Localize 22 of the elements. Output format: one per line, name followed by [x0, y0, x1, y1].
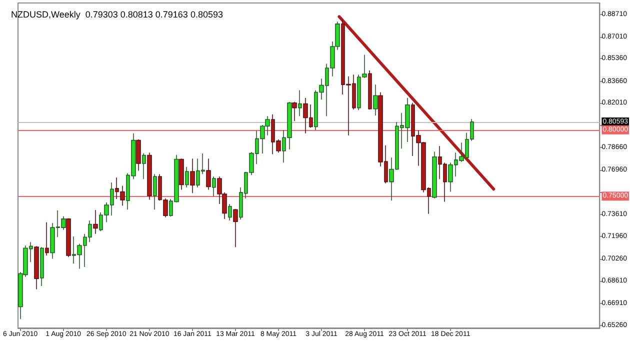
candlestick [185, 166, 189, 188]
candlestick [34, 246, 39, 290]
candlestick [212, 176, 216, 197]
candlestick [190, 158, 195, 194]
candlestick [368, 70, 372, 110]
candlestick [40, 246, 44, 286]
candlestick [153, 174, 157, 210]
candlestick [432, 151, 437, 199]
text: NZDUSD,Weekly 0.79303 0.80813 0.79163 0.80593 [11, 10, 223, 20]
candlestick [228, 204, 232, 221]
candlestick [93, 210, 98, 234]
candlestick [66, 218, 71, 258]
candlestick [373, 84, 378, 116]
candlestick [233, 208, 238, 248]
candlestick [298, 90, 302, 117]
candlestick [142, 152, 146, 180]
candlestick [292, 101, 297, 122]
candlestick [147, 152, 152, 200]
candlestick [179, 158, 184, 190]
candlestick [136, 138, 141, 172]
candlestick [45, 222, 49, 256]
candlestick [206, 158, 211, 190]
